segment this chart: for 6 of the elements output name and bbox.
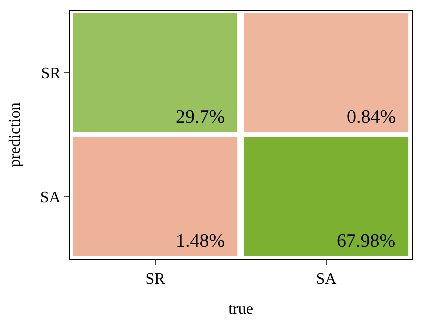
- x-axis-title: true: [228, 300, 254, 318]
- y-axis-title: prediction: [7, 102, 24, 168]
- data-label: 29.7%: [176, 107, 226, 128]
- data-label: 1.48%: [176, 231, 226, 252]
- data-label: 0.84%: [347, 107, 396, 128]
- data-label: 67.98%: [337, 231, 396, 252]
